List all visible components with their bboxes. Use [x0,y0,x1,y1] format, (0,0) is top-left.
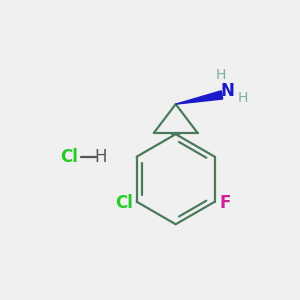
Text: Cl: Cl [115,194,133,212]
Text: H: H [94,148,107,166]
Polygon shape [176,91,223,104]
Text: N: N [221,82,235,100]
Text: F: F [219,194,231,212]
Text: H: H [238,92,248,105]
Text: H: H [216,68,226,82]
Text: Cl: Cl [61,148,78,166]
